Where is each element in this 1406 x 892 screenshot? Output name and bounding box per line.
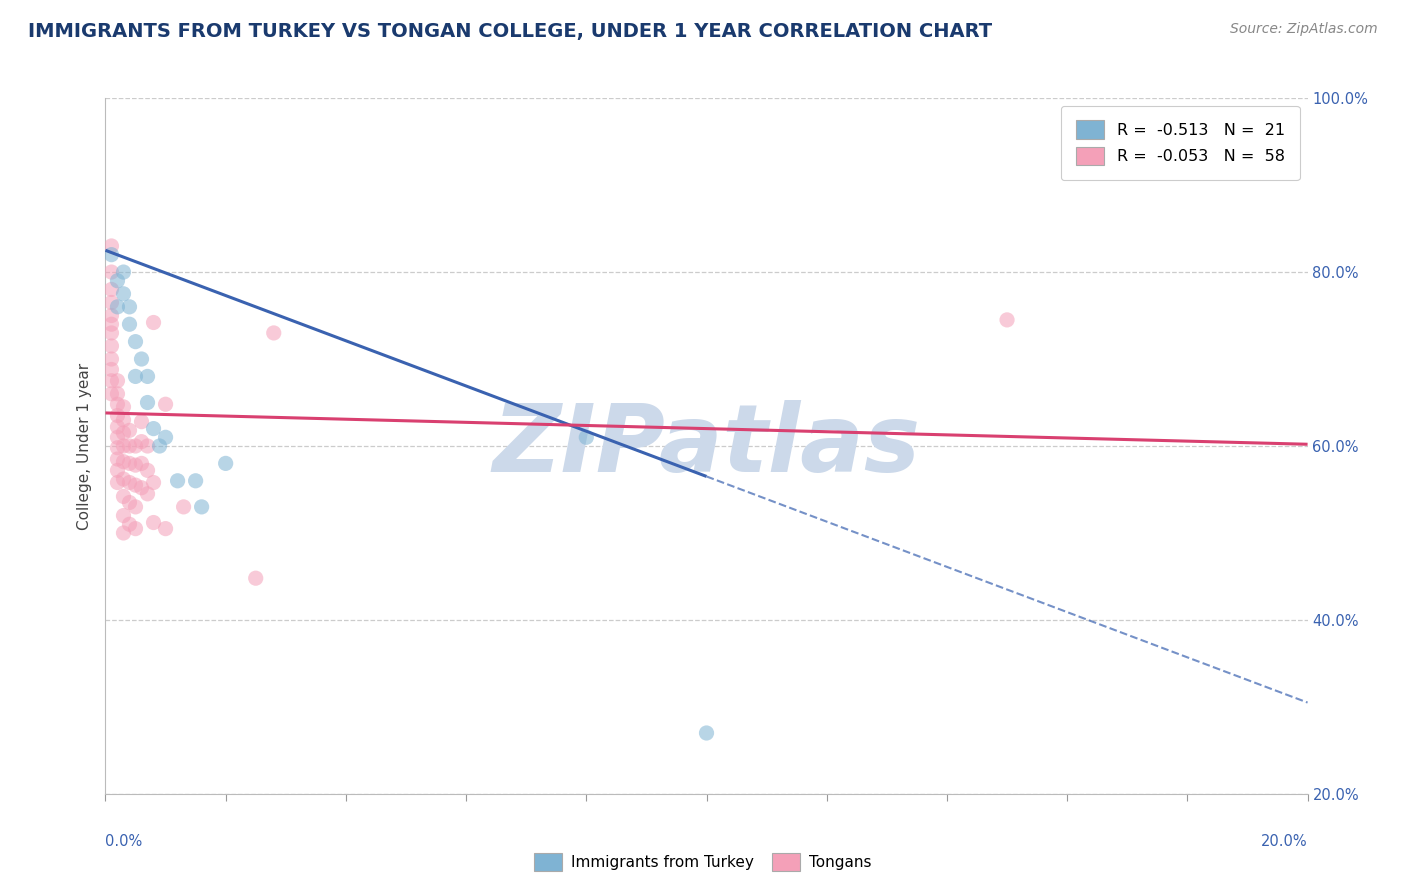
Point xyxy=(575,430,598,444)
Point xyxy=(245,571,267,585)
Text: 0.0%: 0.0% xyxy=(105,834,142,849)
Y-axis label: College, Under 1 year: College, Under 1 year xyxy=(77,362,93,530)
Point xyxy=(118,457,141,471)
Point xyxy=(124,334,146,349)
Point xyxy=(136,395,159,409)
Point xyxy=(142,316,165,330)
Point xyxy=(107,441,129,455)
Point xyxy=(118,300,141,314)
Text: 20.0%: 20.0% xyxy=(1261,834,1308,849)
Point xyxy=(118,517,141,532)
Point xyxy=(100,309,122,323)
Point xyxy=(155,397,177,411)
Point xyxy=(112,265,135,279)
Point xyxy=(112,508,135,523)
Point xyxy=(118,495,141,509)
Point xyxy=(263,326,285,340)
Point xyxy=(107,452,129,467)
Point xyxy=(124,478,146,492)
Point xyxy=(100,351,122,366)
Point xyxy=(112,425,135,440)
Point xyxy=(112,455,135,469)
Point xyxy=(995,313,1018,327)
Point xyxy=(107,420,129,434)
Point xyxy=(100,374,122,388)
Point xyxy=(118,317,141,331)
Point xyxy=(124,439,146,453)
Point xyxy=(100,317,122,331)
Point xyxy=(100,247,122,262)
Point xyxy=(112,286,135,301)
Point xyxy=(100,339,122,353)
Point xyxy=(100,326,122,340)
Point xyxy=(100,362,122,376)
Point xyxy=(112,439,135,453)
Point xyxy=(107,397,129,411)
Point xyxy=(136,487,159,501)
Point xyxy=(112,400,135,414)
Point xyxy=(107,386,129,401)
Point xyxy=(118,423,141,437)
Point xyxy=(131,481,153,495)
Point xyxy=(112,525,135,540)
Point xyxy=(184,474,207,488)
Point xyxy=(100,282,122,296)
Point xyxy=(107,300,129,314)
Text: Source: ZipAtlas.com: Source: ZipAtlas.com xyxy=(1230,22,1378,37)
Point xyxy=(136,439,159,453)
Point xyxy=(100,239,122,253)
Point xyxy=(107,374,129,388)
Point xyxy=(124,458,146,472)
Point xyxy=(107,475,129,490)
Point xyxy=(136,463,159,477)
Point xyxy=(155,522,177,536)
Point xyxy=(131,415,153,429)
Point xyxy=(107,409,129,423)
Point xyxy=(142,475,165,490)
Point xyxy=(118,475,141,490)
Point xyxy=(190,500,212,514)
Text: ZIPatlas: ZIPatlas xyxy=(492,400,921,492)
Point xyxy=(100,265,122,279)
Point xyxy=(100,386,122,401)
Point xyxy=(214,457,236,471)
Text: IMMIGRANTS FROM TURKEY VS TONGAN COLLEGE, UNDER 1 YEAR CORRELATION CHART: IMMIGRANTS FROM TURKEY VS TONGAN COLLEGE… xyxy=(28,22,993,41)
Legend: R =  -0.513   N =  21, R =  -0.053   N =  58: R = -0.513 N = 21, R = -0.053 N = 58 xyxy=(1062,106,1299,180)
Point xyxy=(112,472,135,486)
Point xyxy=(124,522,146,536)
Point xyxy=(118,439,141,453)
Point xyxy=(107,463,129,477)
Point xyxy=(142,516,165,530)
Point xyxy=(112,413,135,427)
Point xyxy=(124,369,146,384)
Point xyxy=(173,500,195,514)
Point xyxy=(166,474,188,488)
Legend: Immigrants from Turkey, Tongans: Immigrants from Turkey, Tongans xyxy=(529,847,877,877)
Point xyxy=(155,430,177,444)
Point xyxy=(696,726,718,740)
Point xyxy=(131,457,153,471)
Point xyxy=(142,421,165,435)
Point xyxy=(124,500,146,514)
Point xyxy=(148,439,170,453)
Point xyxy=(136,369,159,384)
Point xyxy=(107,274,129,288)
Point xyxy=(112,490,135,504)
Point xyxy=(100,295,122,310)
Point xyxy=(131,351,153,366)
Point xyxy=(107,430,129,444)
Point xyxy=(131,434,153,449)
